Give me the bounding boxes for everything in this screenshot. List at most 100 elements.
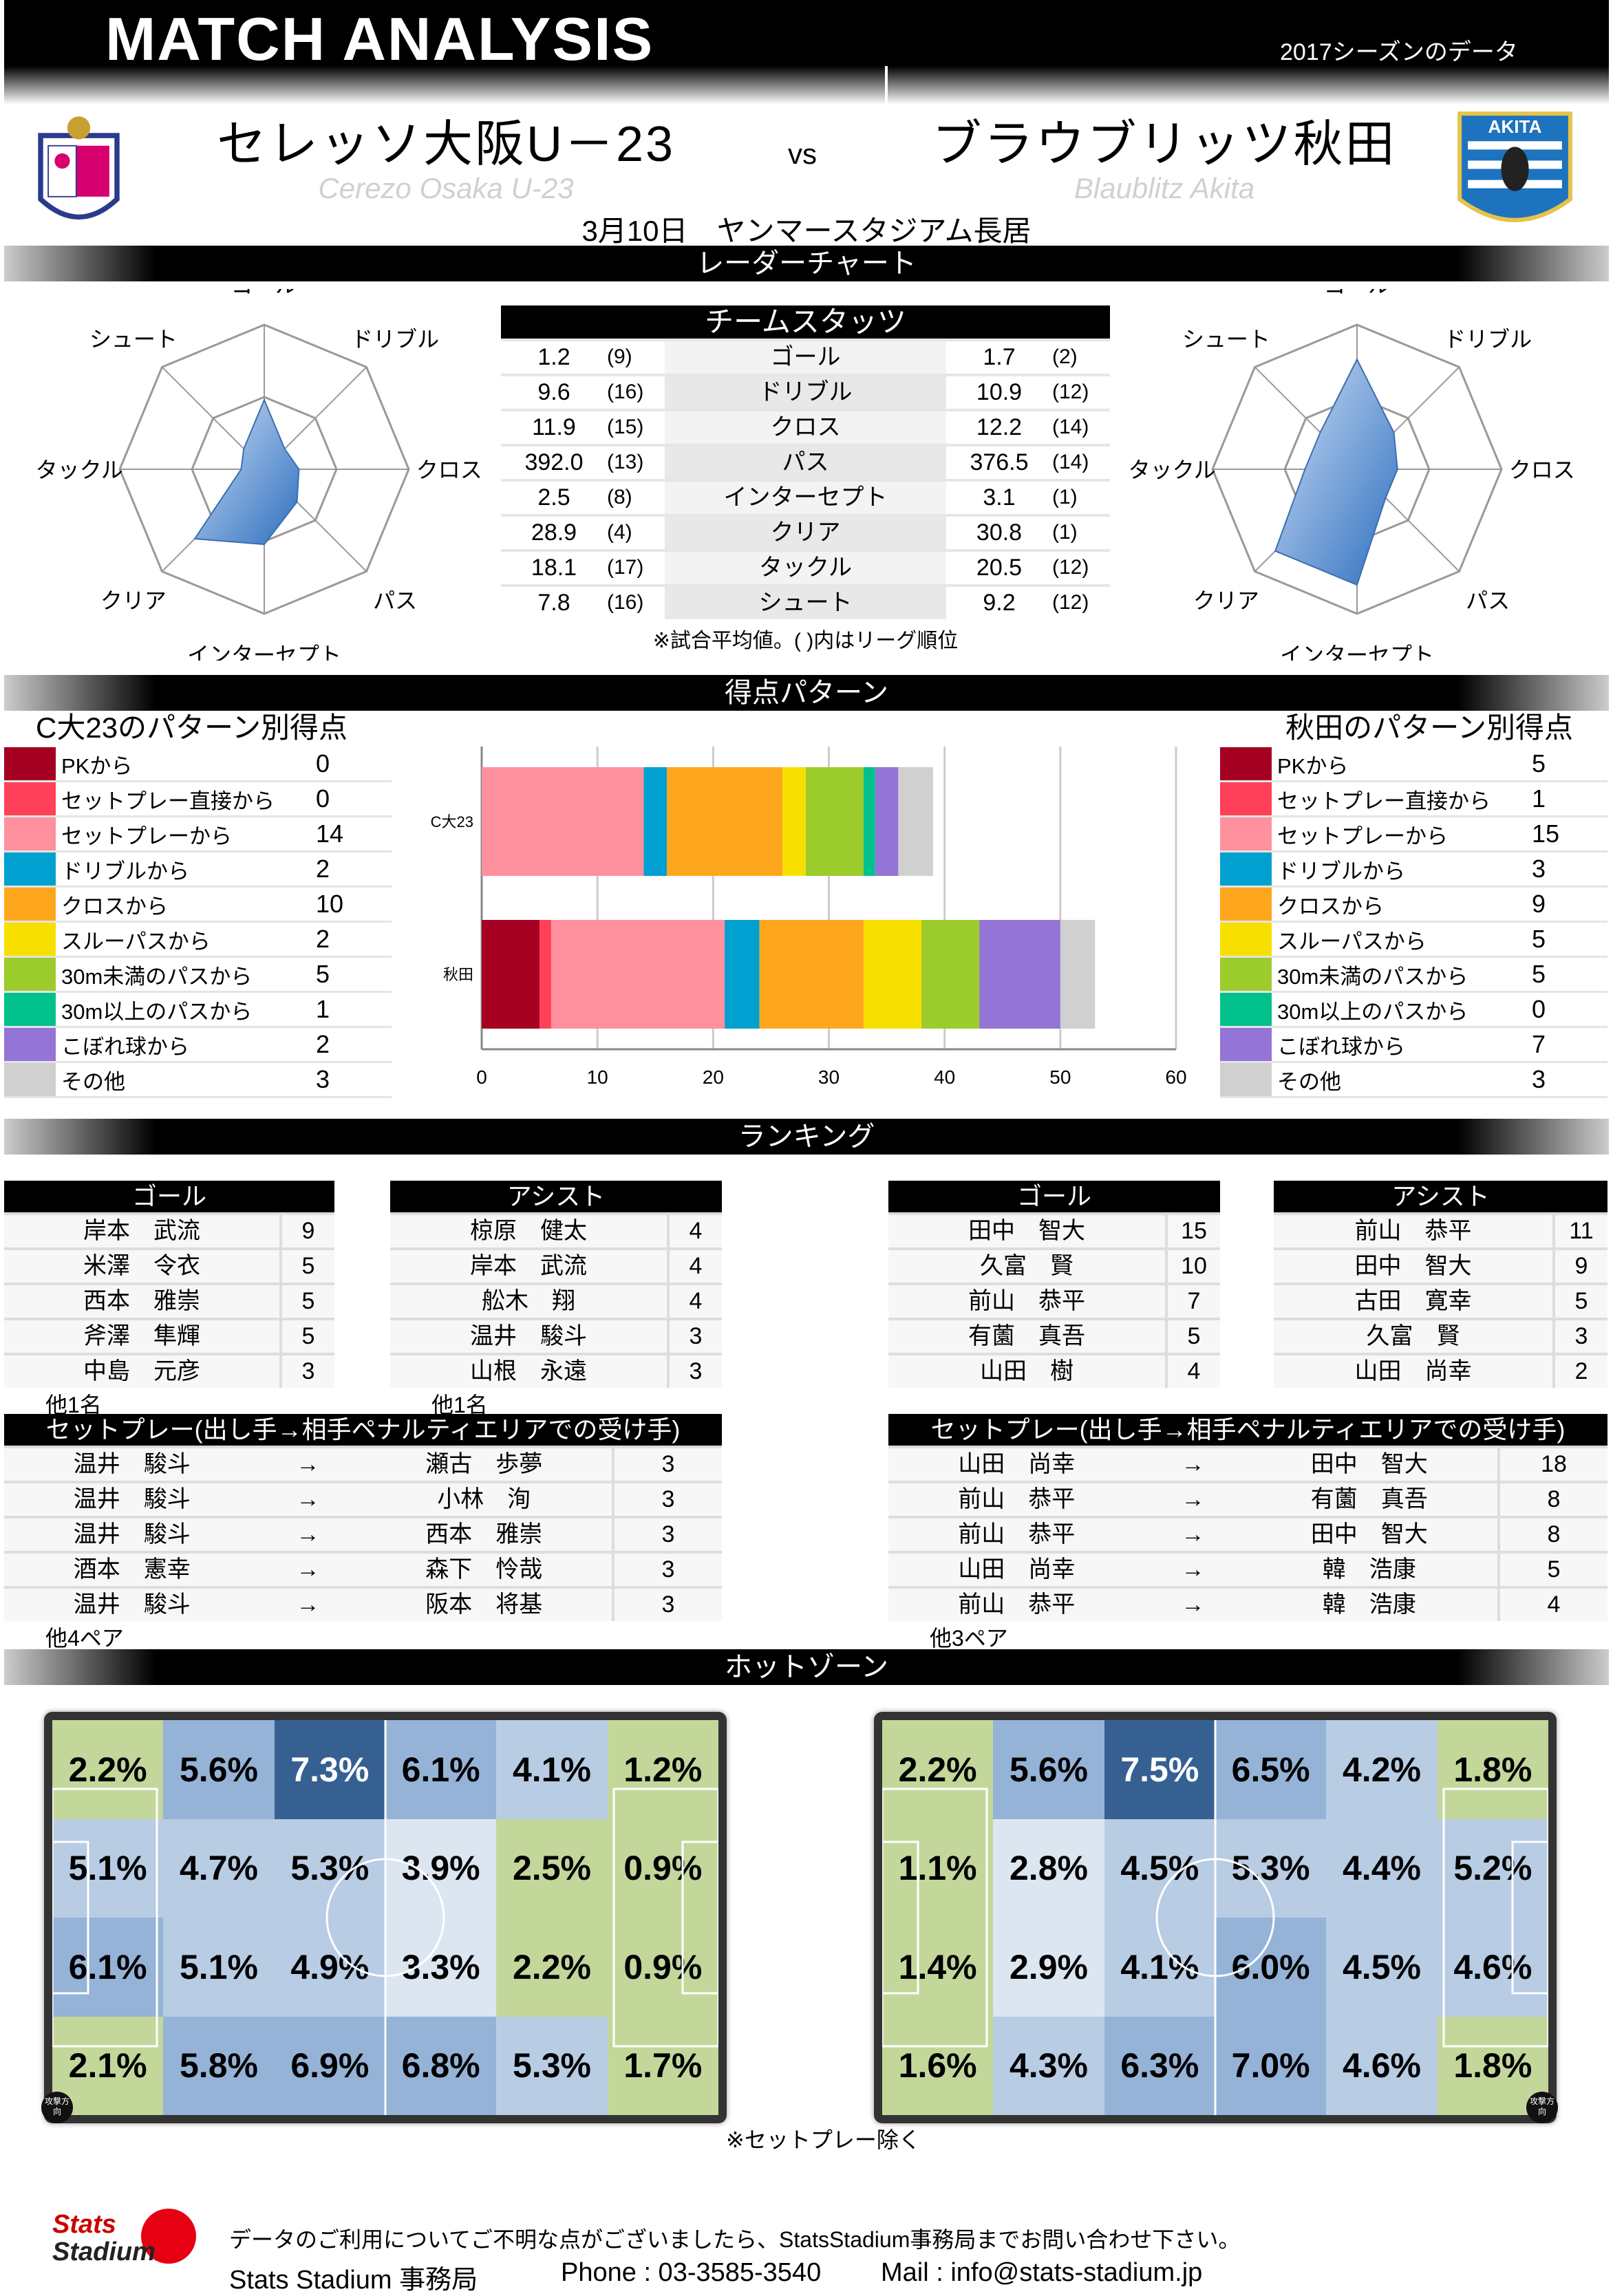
away-radar-shape bbox=[1274, 358, 1398, 586]
hotzone-cell: 1.8% bbox=[1437, 1720, 1548, 1819]
stats-row: 1.2 (9) ゴール 1.7 (2) bbox=[501, 339, 1110, 374]
match-date-venue: 3月10日 ヤンマースタジアム長居 bbox=[581, 215, 1032, 247]
receiver-name: 森下 怜哉 bbox=[425, 1556, 543, 1582]
home-hotzone-pitch: 2.2% 5.6% 7.3% 6.1% 4.1% 1.2% 5.1% 4.7% 5.3% 3.9%… bbox=[44, 1712, 727, 2123]
pattern-label: こぼれ球から bbox=[1277, 1034, 1405, 1059]
receiver-name: 瀬古 歩夢 bbox=[425, 1451, 543, 1477]
bar-segment bbox=[863, 920, 922, 1029]
home-team-logo bbox=[15, 110, 142, 237]
player-count: 5 bbox=[1165, 1320, 1220, 1353]
ranking-table: アシスト 椋原 健太 4 岸本 武流 4 舩木 翔 4 温井 駿斗 3 山根 永遠 3 他1名 bbox=[390, 1181, 722, 1417]
ranking-row: 岸本 武流 9 bbox=[4, 1212, 334, 1247]
pattern-color-swatch bbox=[4, 852, 56, 886]
pattern-label: こぼれ球から bbox=[61, 1034, 189, 1059]
bar-segment bbox=[863, 767, 875, 876]
ranking-more-label: 他3ペア bbox=[930, 1626, 1008, 1651]
ranking-row: 山根 永遠 3 bbox=[390, 1353, 722, 1388]
stats-away: 376.5 bbox=[970, 449, 1029, 475]
pattern-label: 30m以上のパスから bbox=[1277, 999, 1468, 1024]
stats-row: 28.9 (4) クリア 30.8 (1) bbox=[501, 514, 1110, 549]
player-name: 山田 尚幸 bbox=[1354, 1358, 1472, 1384]
player-count: 4 bbox=[1165, 1355, 1220, 1388]
bar-segment bbox=[551, 920, 725, 1029]
bar-segment bbox=[540, 920, 551, 1029]
ranking-row: 山田 尚幸 2 bbox=[1274, 1353, 1607, 1388]
bar-segment bbox=[875, 767, 899, 876]
stats-home-rank: (15) bbox=[607, 416, 644, 438]
pattern-item: スルーパスから 2 bbox=[4, 923, 392, 958]
away-hotzone-pitch: 2.2% 5.6% 7.5% 6.5% 4.2% 1.8% 1.1% 2.8% 4.5% 5.3%… bbox=[874, 1712, 1557, 2123]
player-name: 古田 寛幸 bbox=[1354, 1288, 1472, 1314]
pitch-line bbox=[52, 1788, 158, 2048]
pattern-value: 1 bbox=[316, 995, 330, 1023]
stats-away: 3.1 bbox=[983, 484, 1016, 511]
setplay-count: 5 bbox=[1497, 1554, 1607, 1586]
pattern-value: 2 bbox=[316, 925, 330, 953]
player-name: 斧澤 隼輝 bbox=[83, 1323, 200, 1349]
player-count: 9 bbox=[1552, 1250, 1607, 1283]
pattern-label: セットプレー直接から bbox=[61, 788, 275, 813]
radar-axis-label: パス bbox=[1466, 588, 1510, 613]
x-tick-label: 60 bbox=[1165, 1066, 1186, 1088]
hotzone-cell: 4.6% bbox=[1326, 2016, 1438, 2115]
pattern-item: セットプレー直接から 1 bbox=[1220, 782, 1607, 817]
stats-home: 2.5 bbox=[537, 484, 570, 511]
pattern-value: 2 bbox=[316, 855, 330, 883]
ranking-row: 前山 恭平 → 田中 智大 8 bbox=[888, 1516, 1607, 1551]
hotzone-note: ※セットプレー除く bbox=[726, 2127, 921, 2152]
pattern-color-swatch bbox=[1220, 923, 1272, 956]
pattern-label: セットプレー直接から bbox=[1277, 788, 1491, 813]
passer-name: 前山 恭平 bbox=[958, 1486, 1076, 1512]
header-gradient bbox=[4, 66, 885, 105]
pattern-label: ドリブルから bbox=[1277, 859, 1405, 883]
stats-row: 18.1 (17) タックル 20.5 (12) bbox=[501, 549, 1110, 584]
pattern-label: スルーパスから bbox=[1277, 929, 1427, 954]
pattern-label: ドリブルから bbox=[61, 859, 189, 883]
season-label: 2017シーズンのデータ bbox=[1280, 39, 1518, 65]
pattern-value: 5 bbox=[1532, 749, 1546, 777]
pattern-value: 3 bbox=[1532, 1065, 1546, 1093]
player-name: 前山 恭平 bbox=[1354, 1218, 1472, 1244]
player-name: 山根 永遠 bbox=[470, 1358, 587, 1384]
pattern-color-swatch bbox=[4, 888, 56, 921]
bar-segment bbox=[482, 767, 644, 876]
stats-away-rank: (2) bbox=[1052, 345, 1078, 368]
setplay-count: 18 bbox=[1497, 1448, 1607, 1481]
footer-mail[interactable]: Mail : info@stats-stadium.jp bbox=[881, 2258, 1203, 2287]
ranking-row: 久富 賢 10 bbox=[888, 1247, 1220, 1283]
ranking-table: ゴール 田中 智大 15 久富 賢 10 前山 恭平 7 有薗 真吾 5 山田 樹 4 bbox=[888, 1181, 1220, 1388]
stats-row: 9.6 (16) ドリブル 10.9 (12) bbox=[501, 374, 1110, 409]
receiver-name: 田中 智大 bbox=[1310, 1451, 1428, 1477]
passer-name: 前山 恭平 bbox=[958, 1521, 1076, 1547]
home-pattern-list: C大23のパターン別得点 PKから 0 セットプレー直接から 0 セットプレーから 14 ド… bbox=[4, 709, 392, 1098]
setplay-count: 4 bbox=[1497, 1589, 1607, 1621]
pattern-item: セットプレーから 15 bbox=[1220, 817, 1607, 852]
header-bar bbox=[4, 0, 1609, 66]
arrow-icon: → bbox=[296, 1556, 320, 1582]
pattern-value: 1 bbox=[1532, 784, 1546, 813]
hotzone-cell: 1.1% bbox=[882, 1818, 994, 1918]
ranking-row: 西本 雅崇 5 bbox=[4, 1283, 334, 1318]
pattern-item: クロスから 9 bbox=[1220, 888, 1607, 923]
svg-text:Stadium: Stadium bbox=[52, 2238, 156, 2266]
hotzone-cell: 6.5% bbox=[1215, 1720, 1327, 1819]
player-name: 田中 智大 bbox=[1354, 1253, 1472, 1279]
stats-home: 1.2 bbox=[537, 344, 570, 370]
bar-segment bbox=[979, 920, 1060, 1029]
stats-away: 9.2 bbox=[983, 590, 1016, 616]
arrow-icon: → bbox=[296, 1591, 320, 1618]
hotzone-cell: 6.1% bbox=[385, 1720, 497, 1819]
pitch-lines bbox=[52, 1720, 718, 2115]
receiver-name: 西本 雅崇 bbox=[425, 1521, 543, 1547]
ranking-table-header: ゴール bbox=[4, 1181, 334, 1212]
stats-home-rank: (13) bbox=[607, 451, 644, 473]
passer-name: 前山 恭平 bbox=[958, 1591, 1076, 1618]
player-count: 5 bbox=[279, 1285, 334, 1318]
receiver-name: 阪本 将基 bbox=[425, 1591, 543, 1618]
ranking-table-header: セットプレー(出し手→相手ペナルティエリアでの受け手) bbox=[888, 1414, 1607, 1446]
player-count: 2 bbox=[1552, 1355, 1607, 1388]
pattern-color-swatch bbox=[1220, 958, 1272, 991]
home-team-name: セレッソ大阪U－23 bbox=[216, 117, 676, 172]
pattern-item: 30m未満のパスから 5 bbox=[4, 958, 392, 993]
pattern-item: ドリブルから 3 bbox=[1220, 852, 1607, 888]
